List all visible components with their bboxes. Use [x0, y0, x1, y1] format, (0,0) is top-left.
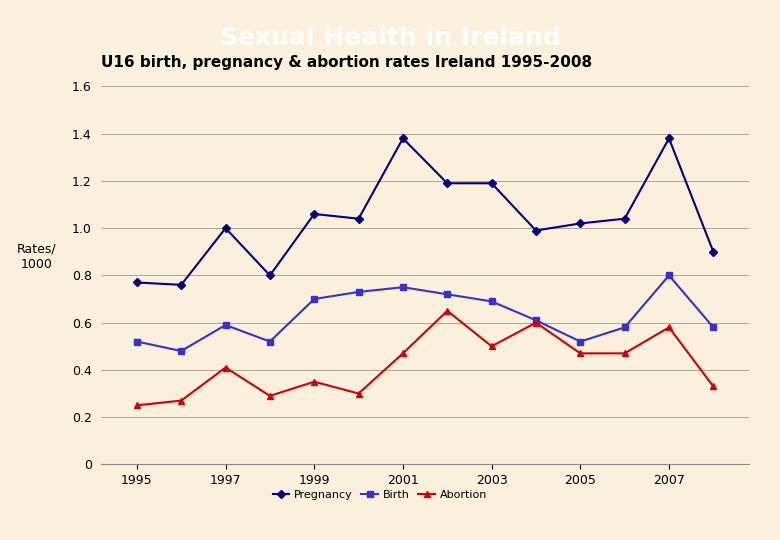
Birth	[265, 338, 275, 345]
Abortion	[265, 393, 275, 399]
Abortion	[487, 343, 496, 349]
Abortion	[442, 308, 452, 314]
Pregnancy	[442, 180, 452, 186]
Text: Sexual Health in Ireland: Sexual Health in Ireland	[220, 26, 560, 50]
Pregnancy	[620, 215, 629, 222]
Pregnancy	[665, 135, 674, 141]
Abortion	[576, 350, 585, 356]
Abortion	[531, 320, 541, 326]
Line: Pregnancy: Pregnancy	[134, 136, 716, 288]
Abortion	[132, 402, 141, 409]
Abortion	[354, 390, 363, 397]
Abortion	[399, 350, 408, 356]
Text: Rates/
1000: Rates/ 1000	[17, 242, 56, 271]
Abortion	[221, 364, 230, 371]
Pregnancy	[531, 227, 541, 234]
Birth	[399, 284, 408, 291]
Pregnancy	[354, 215, 363, 222]
Abortion	[176, 397, 186, 404]
Birth	[221, 322, 230, 328]
Birth	[132, 338, 141, 345]
Birth	[709, 324, 718, 330]
Birth	[620, 324, 629, 330]
Abortion	[709, 383, 718, 390]
Pregnancy	[399, 135, 408, 141]
Birth	[531, 317, 541, 323]
Birth	[576, 338, 585, 345]
Pregnancy	[132, 279, 141, 286]
Line: Abortion: Abortion	[134, 308, 716, 408]
Pregnancy	[176, 282, 186, 288]
Pregnancy	[265, 272, 275, 279]
Birth	[310, 296, 319, 302]
Text: U16 birth, pregnancy & abortion rates Ireland 1995-2008: U16 birth, pregnancy & abortion rates Ir…	[101, 55, 593, 70]
Pregnancy	[709, 248, 718, 255]
Pregnancy	[576, 220, 585, 227]
Pregnancy	[221, 225, 230, 231]
Abortion	[310, 379, 319, 385]
Birth	[176, 348, 186, 354]
Birth	[487, 298, 496, 305]
Pregnancy	[310, 211, 319, 217]
Pregnancy	[487, 180, 496, 186]
Birth	[442, 291, 452, 298]
Line: Birth: Birth	[134, 273, 716, 354]
Birth	[665, 272, 674, 279]
Birth	[354, 289, 363, 295]
Abortion	[665, 324, 674, 330]
Legend: Pregnancy, Birth, Abortion: Pregnancy, Birth, Abortion	[268, 485, 491, 504]
Abortion	[620, 350, 629, 356]
